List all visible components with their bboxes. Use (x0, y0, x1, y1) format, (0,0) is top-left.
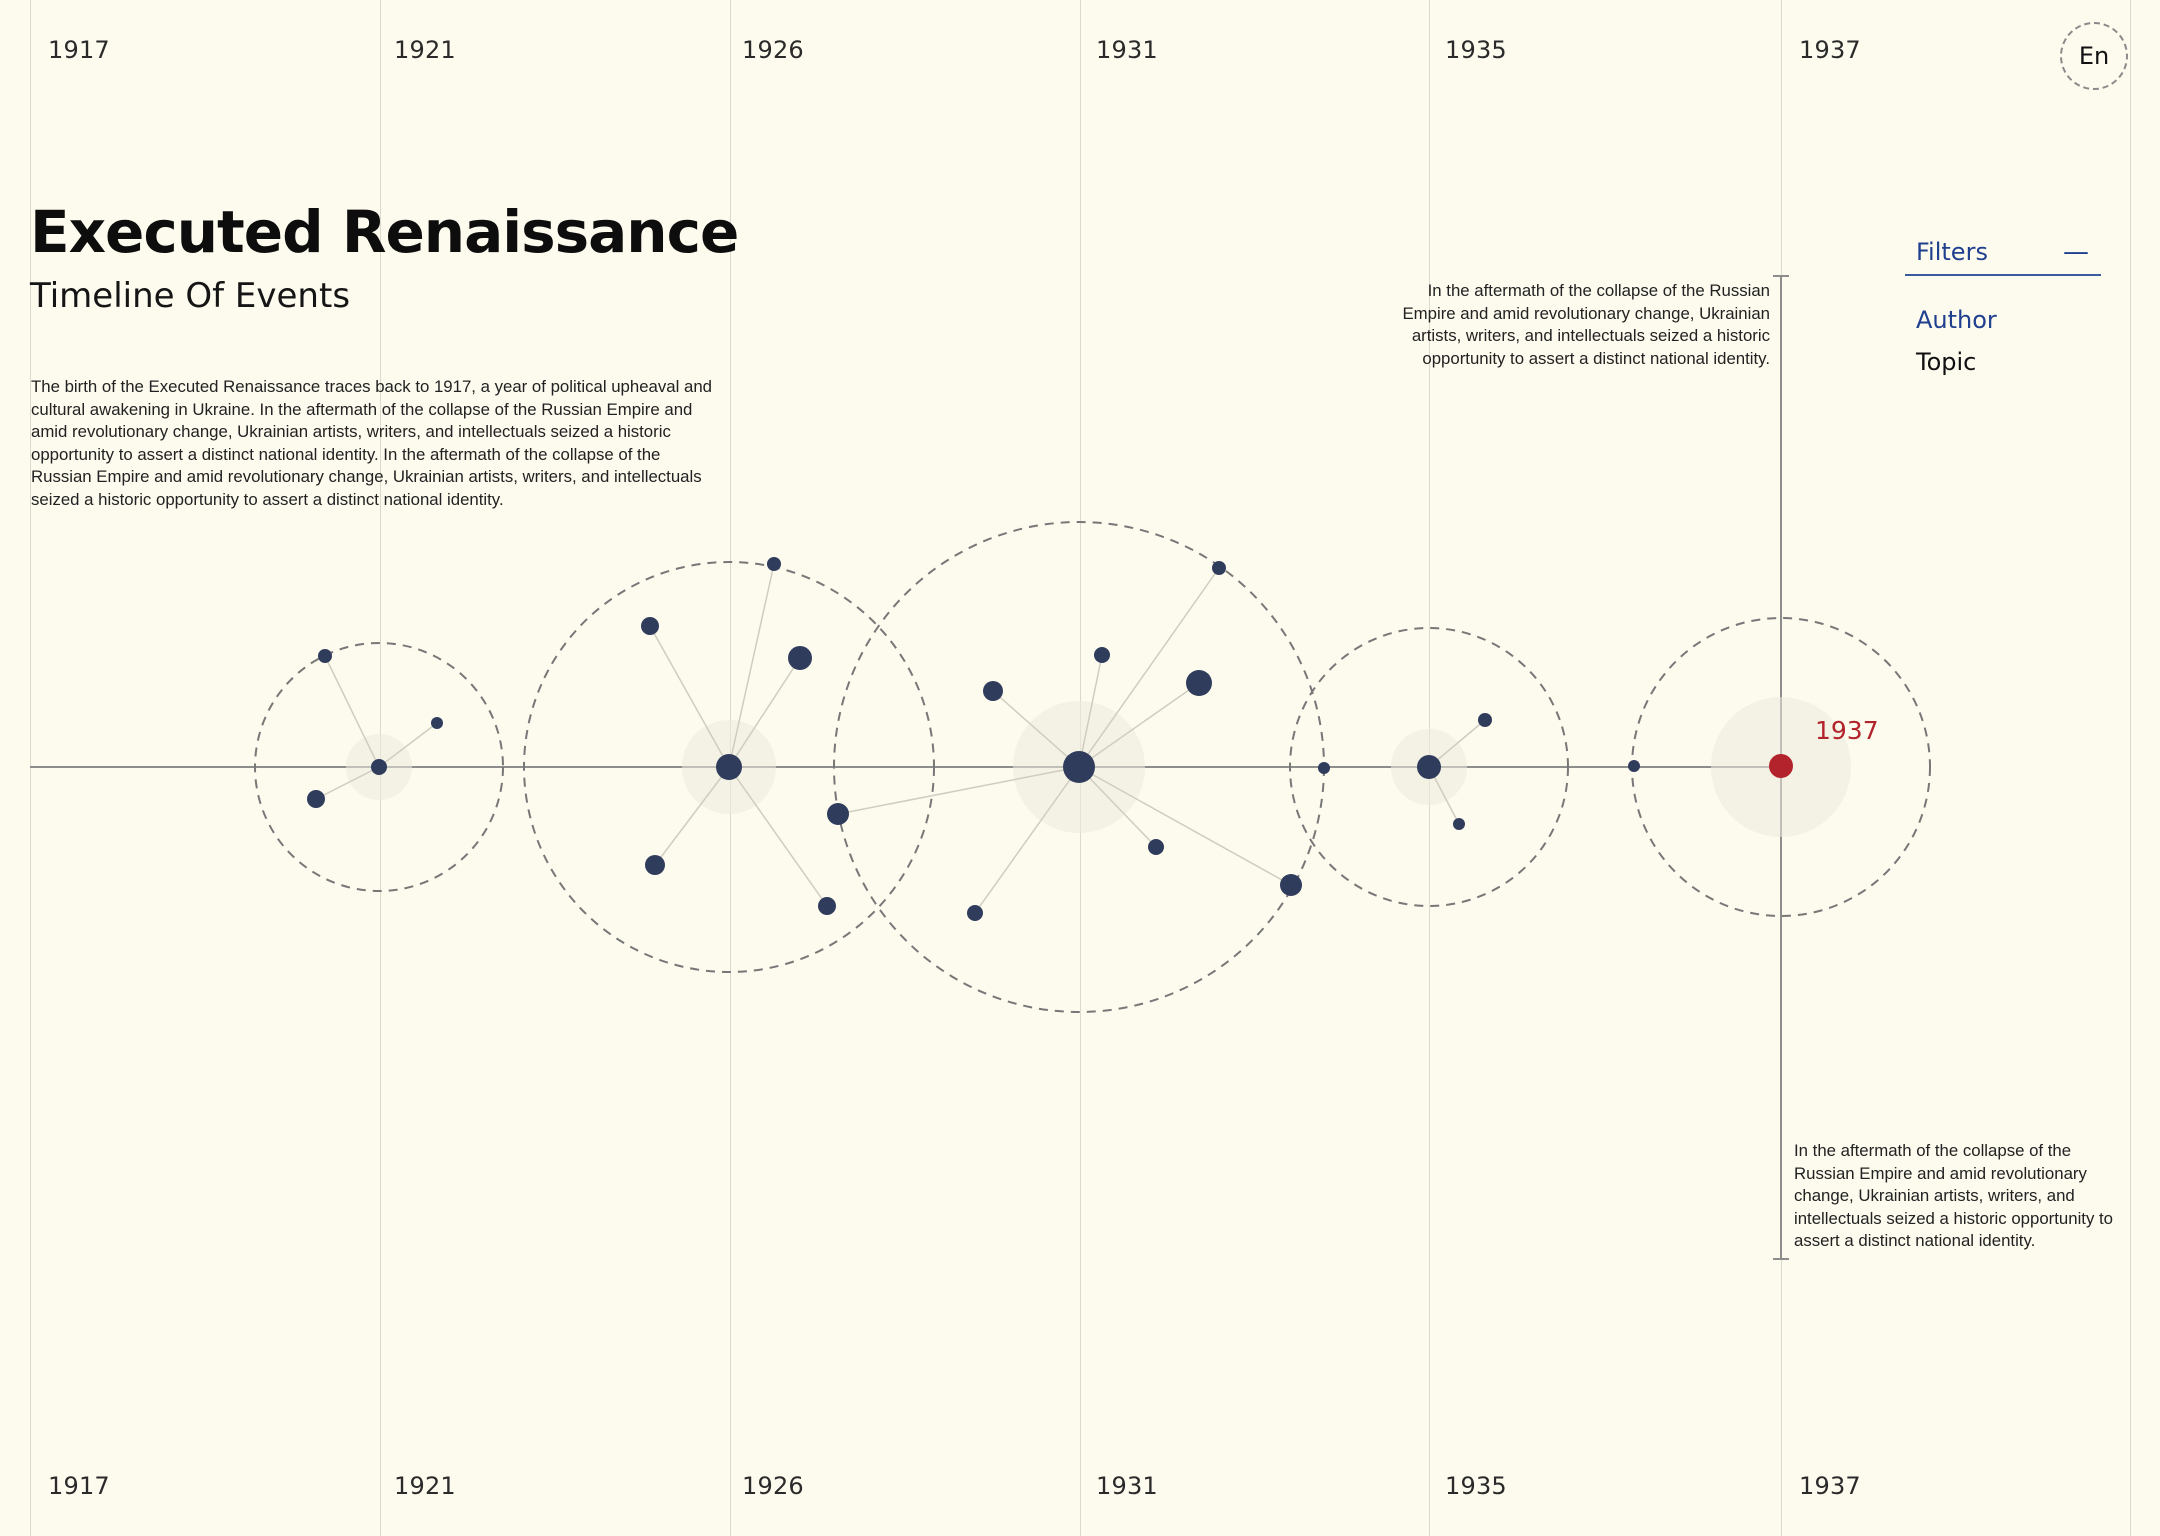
filter-option-topic[interactable]: Topic (1916, 348, 1977, 376)
selected-year-label: 1937 (1815, 716, 1879, 745)
page-title: Executed Renaissance (30, 198, 739, 266)
filter-option-author[interactable]: Author (1916, 306, 1997, 334)
spoke (974, 766, 1080, 914)
spoke (1078, 766, 1292, 886)
event-node[interactable] (645, 855, 665, 875)
event-node[interactable] (1318, 762, 1330, 774)
event-node[interactable] (1280, 874, 1302, 896)
event-node[interactable] (1453, 818, 1465, 830)
spoke (1078, 654, 1103, 768)
spoke (728, 657, 801, 768)
event-note-top: In the aftermath of the collapse of the … (1402, 281, 1770, 368)
year-label-top-1937[interactable]: 1937 (1799, 36, 1861, 64)
spoke (1078, 567, 1220, 768)
filters-panel: Filters — Author Topic (1905, 230, 2101, 376)
event-node[interactable] (1212, 561, 1226, 575)
event-node[interactable] (318, 649, 332, 663)
event-node[interactable] (1628, 760, 1640, 772)
year-label-top-1935[interactable]: 1935 (1445, 36, 1507, 64)
year-label-bottom-1935[interactable]: 1935 (1445, 1472, 1507, 1500)
year-label-top-1921[interactable]: 1921 (394, 36, 456, 64)
spoke (728, 766, 828, 907)
event-node[interactable] (431, 717, 443, 729)
cluster-ring-1921 (254, 642, 504, 892)
gridline-right-edge (2130, 0, 2131, 1536)
event-node[interactable] (1478, 713, 1492, 727)
spoke (654, 766, 730, 866)
spoke (837, 766, 1080, 815)
event-node[interactable] (967, 905, 983, 921)
year-label-bottom-1926[interactable]: 1926 (742, 1472, 804, 1500)
event-node[interactable] (827, 803, 849, 825)
spoke (1078, 682, 1200, 768)
node-1921-center[interactable] (371, 759, 387, 775)
year-label-bottom-1917[interactable]: 1917 (48, 1472, 110, 1500)
cluster-ring-1926 (523, 561, 935, 973)
node-1935-center[interactable] (1417, 755, 1441, 779)
year-label-top-1926[interactable]: 1926 (742, 36, 804, 64)
cluster-ring-1935 (1289, 627, 1569, 907)
event-node[interactable] (307, 790, 325, 808)
spoke (728, 563, 775, 768)
spoke (1078, 766, 1157, 848)
language-button[interactable]: En (2060, 22, 2128, 90)
page-subtitle: Timeline Of Events (30, 276, 351, 316)
spoke (315, 766, 380, 800)
event-node[interactable] (983, 681, 1003, 701)
node-1926-center[interactable] (716, 754, 742, 780)
year-label-bottom-1931[interactable]: 1931 (1096, 1472, 1158, 1500)
event-node[interactable] (767, 557, 781, 571)
event-node[interactable] (818, 897, 836, 915)
filters-label: Filters (1916, 238, 1988, 266)
event-node[interactable] (1094, 647, 1110, 663)
event-note-bottom: In the aftermath of the collapse of the … (1794, 1141, 2114, 1251)
event-node[interactable] (788, 646, 812, 670)
event-node[interactable] (1186, 670, 1212, 696)
year-label-top-1917[interactable]: 1917 (48, 36, 110, 64)
node-1931-center[interactable] (1063, 751, 1095, 783)
spoke (649, 625, 730, 768)
intro-paragraph: The birth of the Executed Renaissance tr… (31, 377, 712, 509)
spoke (992, 690, 1080, 768)
spoke (324, 655, 380, 768)
collapse-icon: — (2063, 237, 2089, 267)
year-label-bottom-1937[interactable]: 1937 (1799, 1472, 1861, 1500)
selected-year-node[interactable] (1769, 754, 1793, 778)
language-label: En (2078, 42, 2110, 70)
year-label-top-1931[interactable]: 1931 (1096, 36, 1158, 64)
spoke (1428, 719, 1486, 768)
year-label-bottom-1921[interactable]: 1921 (394, 1472, 456, 1500)
filters-toggle-button[interactable]: Filters — (1905, 230, 2101, 276)
event-node[interactable] (641, 617, 659, 635)
event-node[interactable] (1148, 839, 1164, 855)
spoke (378, 722, 438, 768)
